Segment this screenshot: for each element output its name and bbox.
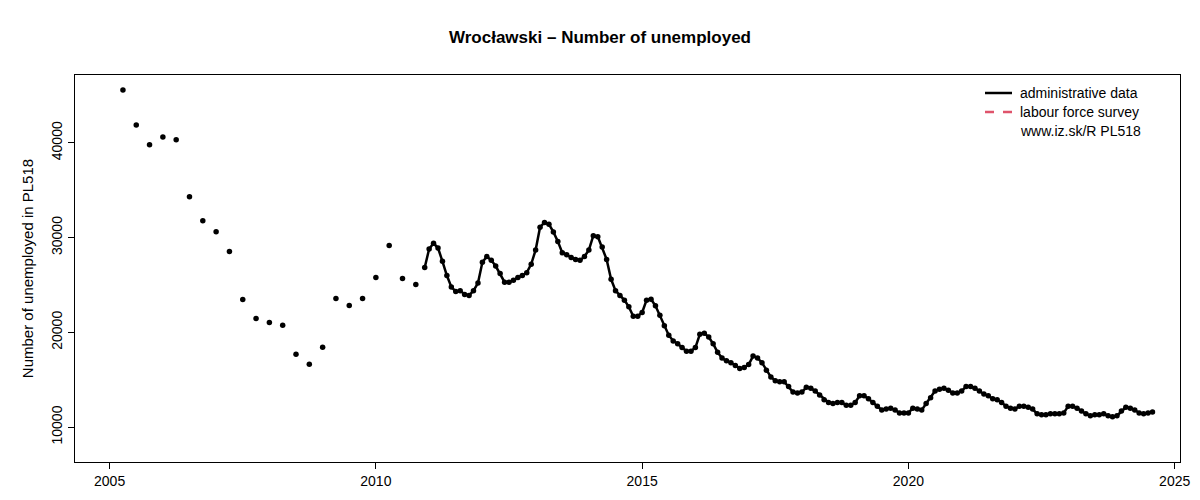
svg-text:Wrocławski – Number of unemplo: Wrocławski – Number of unemployed xyxy=(449,28,751,47)
svg-text:2005: 2005 xyxy=(94,473,125,489)
svg-text:labour force survey: labour force survey xyxy=(1020,104,1139,120)
svg-text:administrative data: administrative data xyxy=(1020,85,1138,101)
svg-text:2010: 2010 xyxy=(360,473,391,489)
svg-text:2015: 2015 xyxy=(627,473,658,489)
svg-text:Number of unemployed in PL518: Number of unemployed in PL518 xyxy=(19,159,36,378)
svg-text:2025: 2025 xyxy=(1159,473,1190,489)
svg-text:10000: 10000 xyxy=(49,405,65,444)
svg-text:30000: 30000 xyxy=(49,216,65,255)
svg-text:20000: 20000 xyxy=(49,311,65,350)
svg-text:40000: 40000 xyxy=(49,121,65,160)
svg-text:www.iz.sk/R PL518: www.iz.sk/R PL518 xyxy=(1020,123,1141,139)
svg-text:2020: 2020 xyxy=(893,473,924,489)
